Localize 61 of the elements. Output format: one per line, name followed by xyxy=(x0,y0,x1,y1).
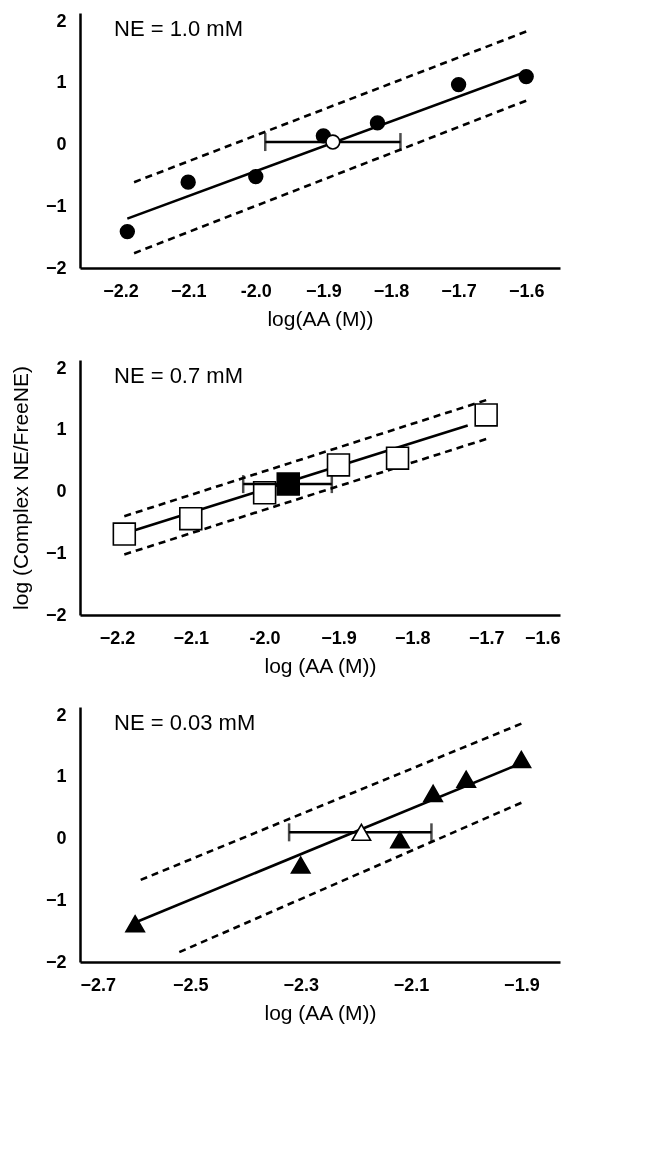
chart-title: NE = 1.0 mM xyxy=(114,16,243,41)
x-axis-title: log (AA (M)) xyxy=(264,1000,377,1024)
y-axis-title: log (Complex NE/FreeNE) xyxy=(8,366,32,610)
y-tick-label: 1 xyxy=(56,72,67,93)
x-tick-label: −1.9 xyxy=(306,280,342,301)
y-tick-label: −1 xyxy=(45,889,67,910)
x-tick-label: −1.6 xyxy=(508,280,545,301)
x-tick-label: −1.7 xyxy=(441,280,477,301)
x-tick-label: −1.8 xyxy=(373,280,410,301)
x-tick-label: −2.1 xyxy=(173,627,210,648)
y-tick-label: 1 xyxy=(56,419,67,440)
x-axis-title: log(AA (M)) xyxy=(267,306,374,330)
point xyxy=(518,68,534,85)
y-tick-label: 0 xyxy=(56,828,67,849)
y-tick-label: 0 xyxy=(56,134,67,155)
point xyxy=(248,168,264,185)
point xyxy=(252,480,277,505)
point xyxy=(179,506,203,531)
point xyxy=(125,914,146,933)
point xyxy=(385,446,410,470)
point xyxy=(351,823,372,842)
x-tick-label: −2.1 xyxy=(170,280,207,301)
point xyxy=(112,522,137,546)
point xyxy=(290,856,311,874)
x-axis-title: log (AA (M)) xyxy=(264,653,377,677)
y-tick-label: −2 xyxy=(45,604,67,625)
point xyxy=(326,453,351,477)
x-tick-label: −1.9 xyxy=(504,974,540,995)
point xyxy=(456,770,477,789)
x-tick-label: −2.2 xyxy=(99,627,136,648)
chart-title: NE = 0.7 mM xyxy=(114,363,243,388)
y-tick-label: 2 xyxy=(56,704,67,725)
x-tick-label: -2.0 xyxy=(249,627,281,648)
y-tick-label: 2 xyxy=(56,10,67,31)
x-tick-label: −1.6 xyxy=(524,627,561,648)
y-tick-label: 1 xyxy=(56,766,67,787)
point xyxy=(119,223,136,240)
x-tick-label: −1.9 xyxy=(321,627,357,648)
x-tick-label: −2.1 xyxy=(393,974,430,995)
y-tick-label: −2 xyxy=(45,257,67,278)
point xyxy=(450,76,467,93)
x-tick-label: −2.5 xyxy=(173,974,209,995)
x-tick-label: −1.8 xyxy=(395,627,431,648)
y-tick-label: −2 xyxy=(45,951,67,972)
chart-title: NE = 0.03 mM xyxy=(114,710,256,735)
x-tick-label: −2.7 xyxy=(80,974,117,995)
y-tick-label: −1 xyxy=(45,195,67,216)
x-tick-label: −1.7 xyxy=(468,627,505,648)
point xyxy=(369,115,386,131)
y-tick-label: −1 xyxy=(45,542,67,563)
x-tick-label: −2.3 xyxy=(283,974,319,995)
point xyxy=(474,403,498,427)
y-tick-label: 2 xyxy=(56,357,67,378)
x-tick-label: −2.2 xyxy=(103,280,139,301)
point xyxy=(180,174,196,190)
point xyxy=(511,750,532,769)
y-tick-label: 0 xyxy=(56,481,67,502)
point xyxy=(423,784,444,803)
point xyxy=(276,472,300,496)
x-tick-label: -2.0 xyxy=(240,280,272,301)
point xyxy=(325,134,341,150)
